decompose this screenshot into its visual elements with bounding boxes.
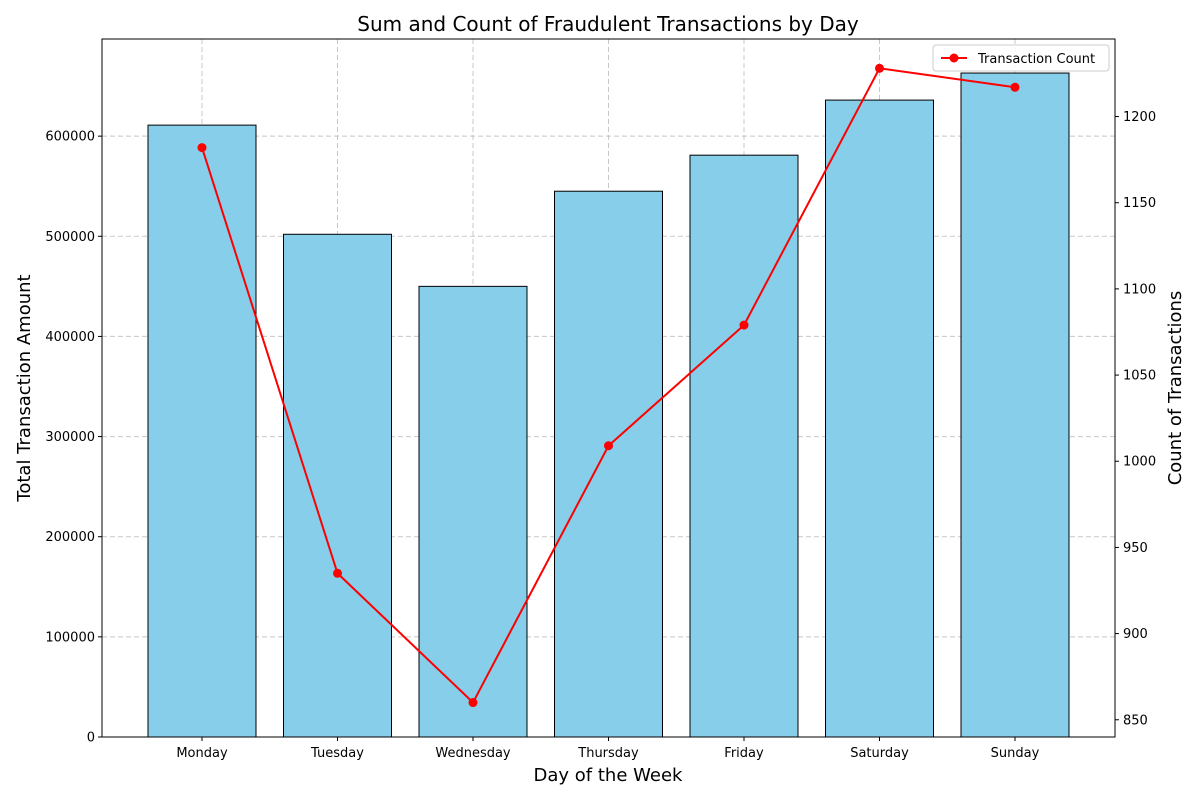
y2-tick-label: 900 (1123, 627, 1148, 642)
x-tick-label: Tuesday (310, 746, 364, 761)
x-tick-label: Thursday (577, 746, 639, 761)
y-axis-label: Total Transaction Amount (14, 274, 35, 502)
y2-tick-label: 1200 (1123, 110, 1156, 125)
y-tick-label: 400000 (45, 330, 95, 345)
bar (825, 99, 934, 738)
bar (960, 72, 1070, 738)
y-tick-label: 500000 (45, 230, 95, 245)
count-line (197, 63, 1020, 708)
count-point (875, 63, 884, 73)
bar (554, 190, 663, 738)
y2-axis-label: Count of Transactions (1165, 291, 1186, 486)
count-point (739, 320, 749, 330)
y-tick-label: 300000 (45, 430, 95, 445)
x-tick-label: Friday (724, 746, 764, 761)
legend-box (932, 44, 1110, 72)
count-point (1010, 82, 1020, 92)
y-tick-label: 100000 (45, 630, 95, 645)
bars (147, 72, 1070, 738)
y2-tick-label: 1050 (1123, 369, 1156, 384)
y2-tick-label: 850 (1123, 713, 1148, 728)
count-point (468, 698, 478, 708)
x-tick-label: Monday (176, 746, 228, 761)
y-tick-label: 0 (87, 731, 95, 746)
y-axis-right: 850 900 950 1000 1050 1100 1150 1200 (1115, 110, 1156, 728)
x-tick-label: Sunday (991, 746, 1040, 761)
legend: Transaction Count (932, 44, 1110, 72)
x-axis-label: Day of the Week (534, 765, 683, 786)
bar (283, 233, 392, 738)
count-point (333, 568, 342, 578)
legend-label: Transaction Count (977, 52, 1095, 67)
bar (689, 154, 799, 738)
count-point (197, 143, 207, 153)
bar (147, 124, 257, 738)
legend-marker-swatch (949, 53, 959, 63)
y-axis-left: 0 100000 200000 300000 400000 500000 600000 (45, 130, 102, 746)
x-tick-label: Saturday (850, 746, 909, 761)
y2-tick-label: 1100 (1123, 282, 1156, 297)
chart-title: Sum and Count of Fraudulent Transactions… (357, 12, 859, 36)
x-axis: Monday Tuesday Wednesday Thursday Friday Satu… (176, 737, 1040, 761)
x-tick-label: Wednesday (435, 746, 511, 761)
y-tick-label: 200000 (45, 530, 95, 545)
y2-tick-label: 1000 (1123, 455, 1156, 470)
y2-tick-label: 1150 (1123, 196, 1156, 211)
y-tick-label: 600000 (45, 130, 95, 145)
y2-tick-label: 950 (1123, 541, 1148, 556)
bar (418, 285, 528, 738)
count-point (604, 441, 613, 451)
